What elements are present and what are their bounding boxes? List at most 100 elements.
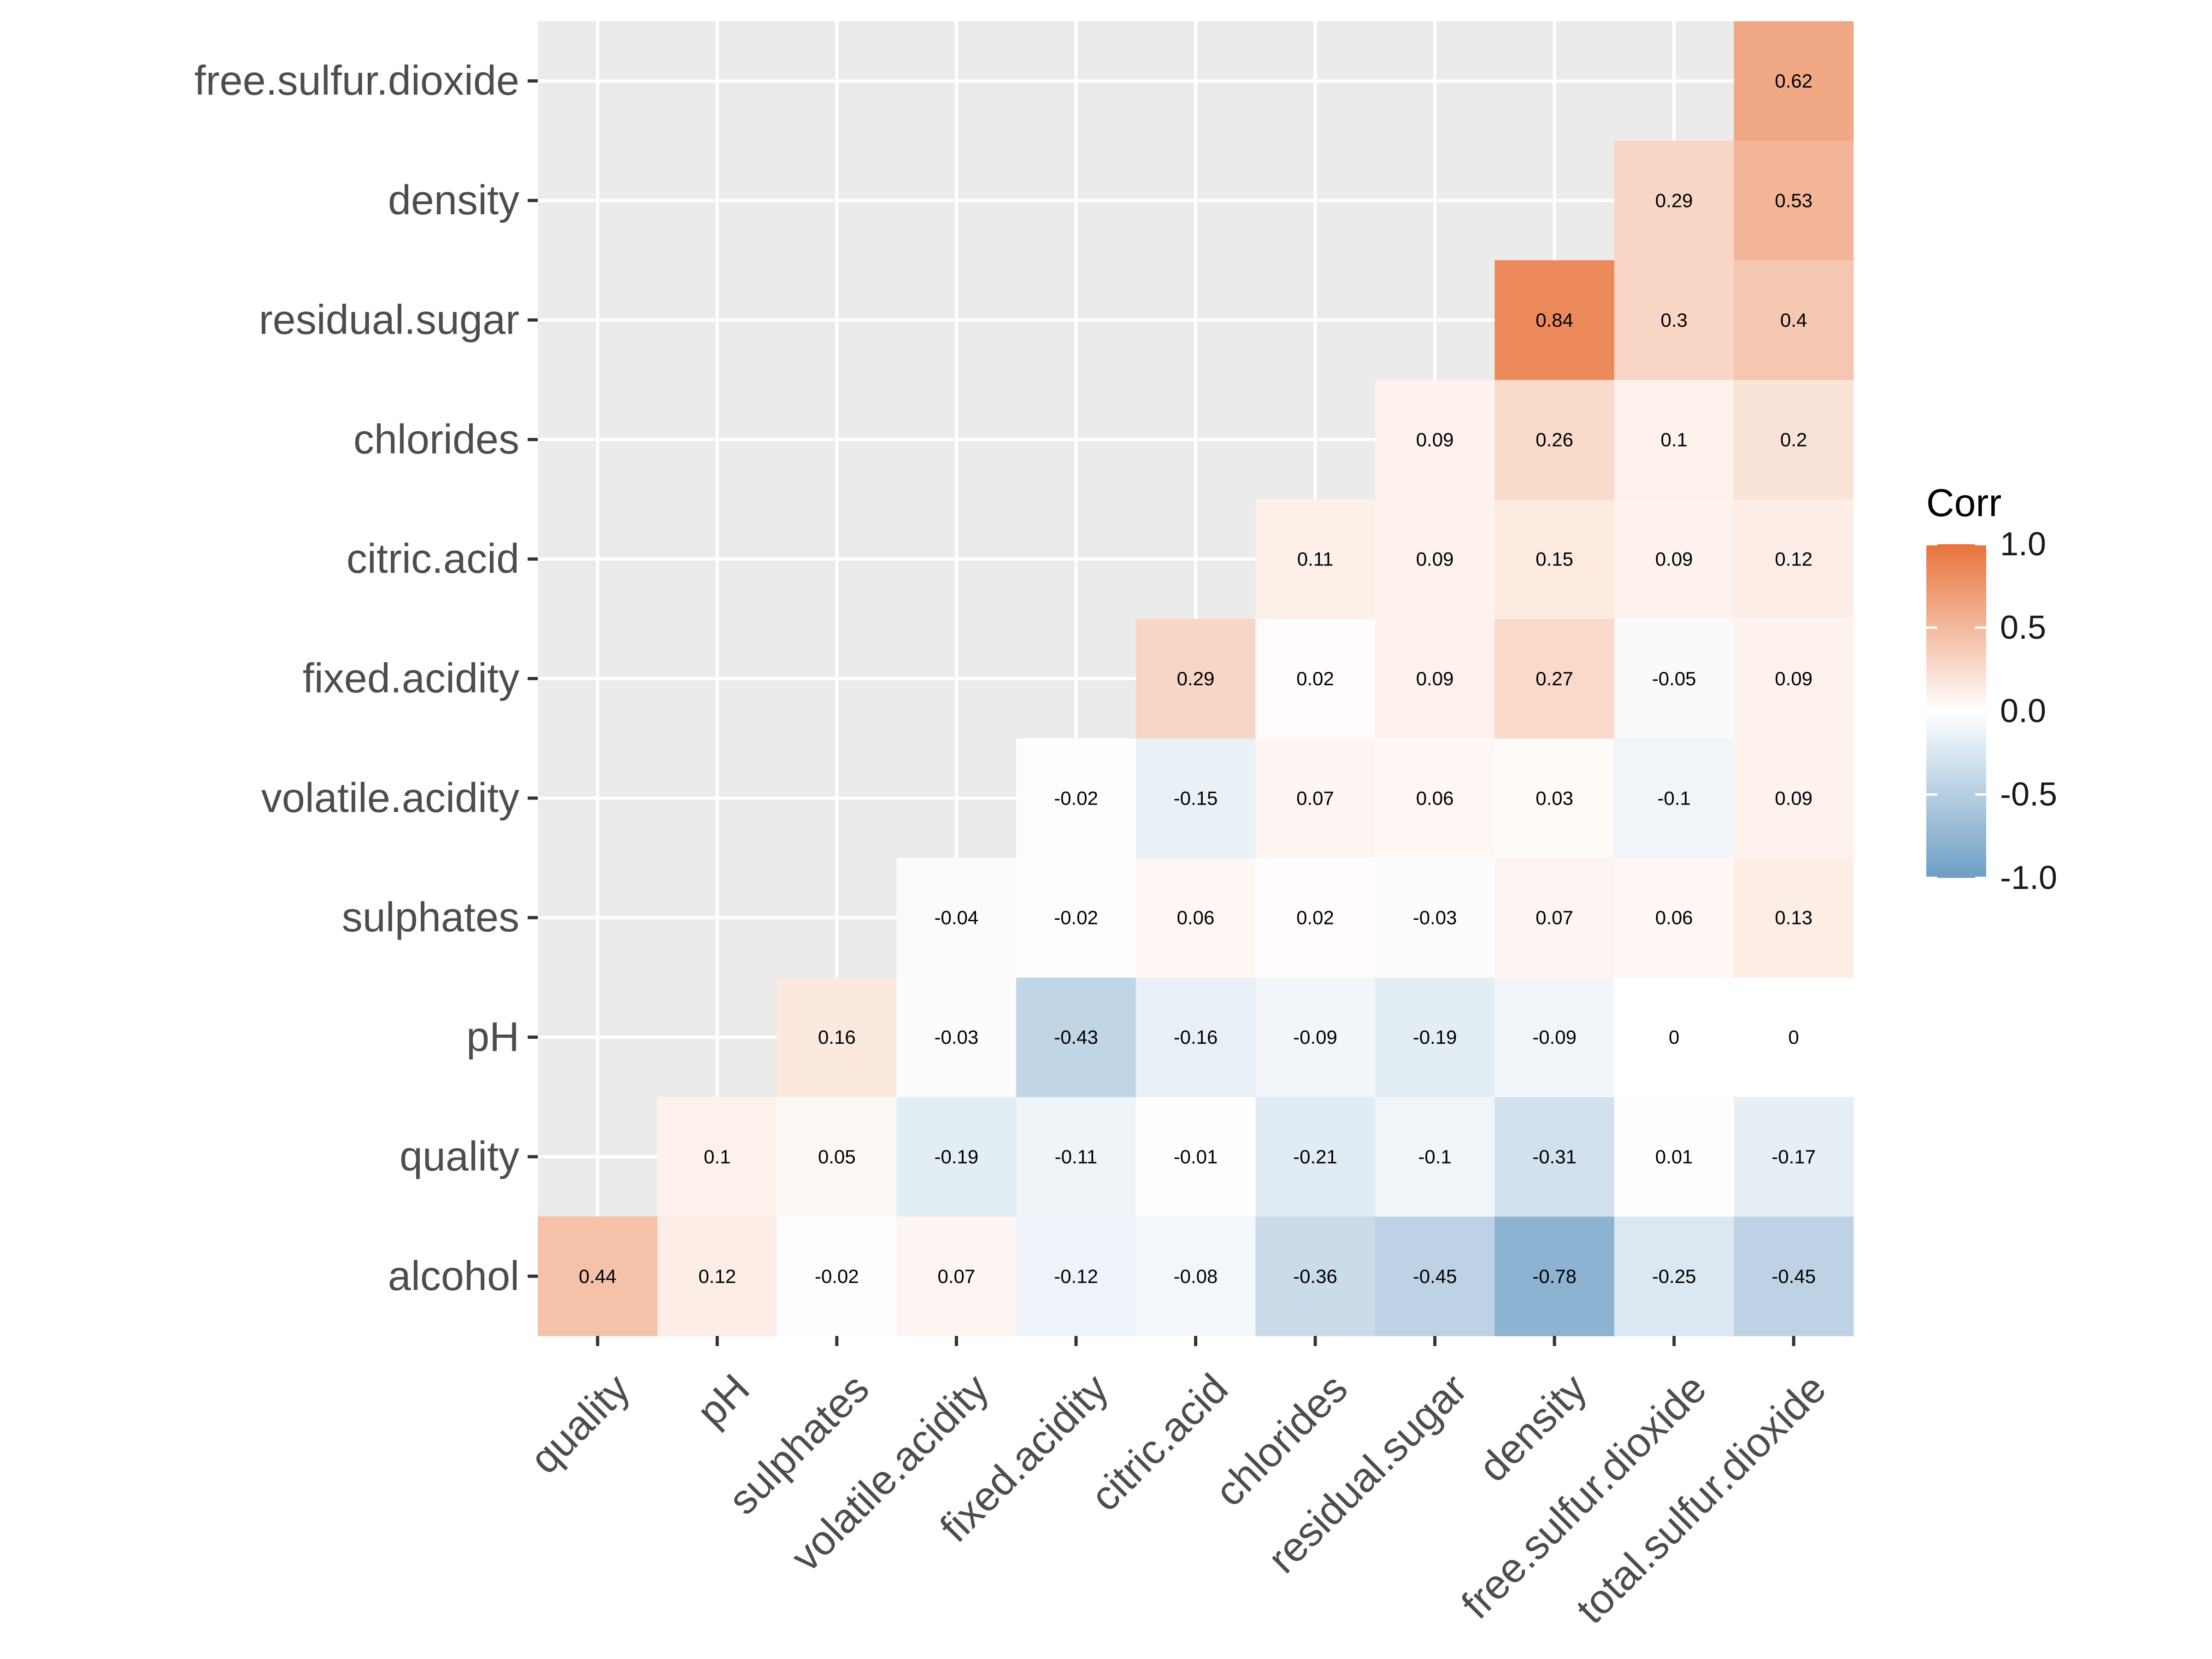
y-tick-label: quality: [400, 1134, 519, 1180]
cell-value-label: -0.1: [1418, 1146, 1451, 1167]
cell-value-label: -0.17: [1771, 1146, 1816, 1167]
cell-value-label: 0.06: [1416, 787, 1454, 809]
x-tick-label: pH: [688, 1365, 759, 1435]
cell-value-label: -0.03: [935, 1026, 979, 1048]
heatmap-cell: [1494, 380, 1615, 500]
cell-value-label: 0.12: [1775, 548, 1812, 570]
cell-value-label: -0.19: [935, 1146, 979, 1167]
cell-value-label: 0.53: [1775, 190, 1812, 212]
heatmap-cell: [1375, 858, 1495, 978]
cell-value-label: 0.29: [1177, 668, 1215, 689]
cell-value-label: 0.26: [1535, 429, 1573, 450]
heatmap-cell: [1255, 618, 1376, 739]
y-tick-label: alcohol: [388, 1253, 519, 1299]
heatmap-cell: [1614, 858, 1734, 978]
heatmap-cell: [1375, 380, 1495, 500]
cell-value-label: -0.01: [1174, 1146, 1218, 1167]
cell-value-label: -0.09: [1293, 1026, 1337, 1048]
cell-value-label: -0.45: [1413, 1265, 1457, 1287]
heatmap-cell: [1494, 858, 1615, 978]
heatmap-cell: [1614, 977, 1734, 1097]
cell-value-label: -0.02: [1054, 787, 1098, 809]
cell-value-label: -0.25: [1652, 1265, 1696, 1287]
cell-value-label: 0.05: [818, 1146, 856, 1167]
heatmap-cell: [1016, 1216, 1136, 1336]
cell-value-label: 0.09: [1655, 548, 1693, 570]
heatmap-cell: [896, 858, 1017, 978]
heatmap-cell: [1734, 1097, 1854, 1217]
cell-value-label: -0.31: [1532, 1146, 1577, 1167]
y-tick-label: residual.sugar: [259, 297, 519, 343]
legend-tick-label: 1.0: [2000, 526, 2046, 563]
heatmap-cell: [1494, 738, 1615, 859]
cell-value-label: -0.08: [1174, 1265, 1218, 1287]
heatmap-cell: [1255, 1097, 1376, 1217]
cell-value-label: 0.03: [1535, 787, 1573, 809]
cell-value-label: -0.19: [1413, 1026, 1457, 1048]
legend-tick-label: -1.0: [2000, 859, 2057, 896]
heatmap-cells: [538, 21, 1854, 1336]
cell-value-label: -0.45: [1771, 1265, 1816, 1287]
y-axis: alcohol quality pH sulphates volatile.acidit…: [194, 58, 538, 1299]
heatmap-cell: [1016, 738, 1136, 859]
y-tick-label: pH: [466, 1014, 519, 1060]
heatmap-cell: [777, 1097, 897, 1217]
heatmap-cell: [896, 977, 1017, 1097]
cell-value-label: -0.02: [815, 1265, 859, 1287]
heatmap-cell: [1135, 1097, 1256, 1217]
y-tick-label: density: [388, 177, 519, 224]
heatmap-cell: [1135, 977, 1256, 1097]
heatmap-cell: [1614, 1097, 1734, 1217]
cell-value-label: 0.12: [698, 1265, 736, 1287]
cell-value-label: 0.01: [1655, 1146, 1693, 1167]
y-tick-label: citric.acid: [347, 536, 519, 582]
heatmap-cell: [896, 1097, 1017, 1217]
x-tick-label: quality: [522, 1365, 639, 1483]
cell-value-label: 0.16: [818, 1026, 856, 1048]
heatmap-cell: [1734, 977, 1854, 1097]
cell-value-label: -0.16: [1174, 1026, 1218, 1048]
cell-value-label: 0.09: [1416, 548, 1454, 570]
cell-value-label: -0.04: [935, 907, 979, 929]
heatmap-cell: [1614, 1216, 1734, 1336]
legend-tick-label: 0.0: [2000, 693, 2046, 729]
cell-value-label: 0.13: [1775, 907, 1812, 929]
y-tick-label: chlorides: [353, 417, 519, 463]
heatmap-cell: [1255, 499, 1376, 619]
heatmap-cell: [1375, 1216, 1495, 1336]
heatmap-cell: [1614, 260, 1734, 380]
y-tick-label: volatile.acidity: [261, 775, 519, 821]
legend-title: Corr: [1926, 481, 2001, 524]
heatmap-cell: [1255, 1216, 1376, 1336]
cell-value-label: 0.2: [1780, 429, 1807, 450]
y-tick-label: free.sulfur.dioxide: [194, 58, 519, 104]
heatmap-cell: [777, 1216, 897, 1336]
heatmap-cell: [1734, 618, 1854, 739]
cell-value-label: -0.21: [1293, 1146, 1337, 1167]
cell-value-label: 0.11: [1297, 548, 1334, 570]
cell-value-label: 0.1: [704, 1146, 730, 1167]
heatmap-cell: [1135, 858, 1256, 978]
cell-value-label: 0: [1669, 1026, 1679, 1048]
heatmap-cell: [1734, 738, 1854, 859]
heatmap-cell: [1135, 1216, 1256, 1336]
heatmap-cell: [1494, 499, 1615, 619]
legend-tick-label: 0.5: [2000, 609, 2046, 646]
cell-value-label: -0.78: [1532, 1265, 1577, 1287]
heatmap-cell: [1255, 858, 1376, 978]
cell-value-label: 0.02: [1296, 668, 1334, 689]
heatmap-cell-labels: 0.44 0.12 -0.02 0.07 -0.12 -0.08 -0.36 -0.45 -0.…: [579, 70, 1816, 1287]
cell-value-label: 0: [1788, 1026, 1799, 1048]
heatmap-cell: [1494, 1097, 1615, 1217]
heatmap-cell: [1734, 260, 1854, 380]
heatmap-cell: [1135, 618, 1256, 739]
cell-value-label: -0.11: [1055, 1146, 1098, 1167]
cell-value-label: 0.1: [1660, 429, 1687, 450]
cell-value-label: 0.07: [1296, 787, 1334, 809]
heatmap-cell: [1375, 1097, 1495, 1217]
heatmap-cell: [1375, 499, 1495, 619]
cell-value-label: 0.62: [1775, 70, 1812, 92]
cell-value-label: 0.27: [1535, 668, 1573, 689]
y-tick-label: sulphates: [342, 894, 519, 941]
